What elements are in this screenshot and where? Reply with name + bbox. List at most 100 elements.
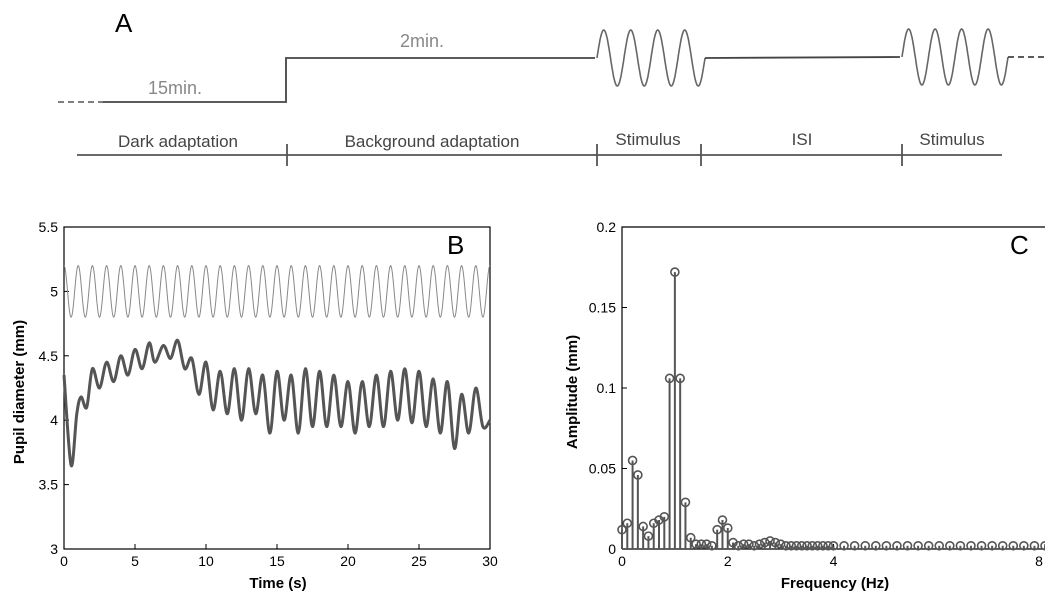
panel-c-stem-marker xyxy=(638,521,648,532)
panel-c-stem-marker xyxy=(701,539,712,549)
panel-c-stem-marker xyxy=(749,540,759,551)
panel-c-stem-marker xyxy=(823,540,834,551)
panel-c-stem-marker xyxy=(670,267,680,277)
panel-c-y-tick-label: 0.1 xyxy=(597,380,617,396)
panel-c-stem-marker xyxy=(945,540,955,551)
panel-c-stem-marker xyxy=(733,540,744,551)
panel-b-x-axis-title: Time (s) xyxy=(249,575,306,592)
panel-c-stem-marker xyxy=(881,540,892,551)
panel-a-letter: A xyxy=(115,8,133,38)
panel-c-stem-marker xyxy=(791,540,802,551)
panel-b-y-axis-title: Pupil diameter (mm) xyxy=(11,320,28,464)
panel-b-pupil-series xyxy=(62,338,492,468)
panel-c-stem-marker xyxy=(849,540,860,551)
panel-c-y-tick-label: 0.05 xyxy=(589,461,616,477)
segment-isi: ISI xyxy=(792,130,813,149)
panel-c-stem-marker xyxy=(828,540,839,551)
panel-b-x-tick-label: 20 xyxy=(340,553,356,569)
panel-c-stem-marker xyxy=(722,523,733,533)
panel-c-y-tick-label: 0 xyxy=(608,541,616,557)
panel-c-stem-marker xyxy=(1029,540,1040,551)
panel-c-stem-marker xyxy=(976,540,987,551)
segment-stimulus-2: Stimulus xyxy=(919,130,984,149)
panel-c-x-tick-label: 4 xyxy=(830,553,838,569)
panel-c-stem-marker xyxy=(770,537,781,548)
stimulus-sine xyxy=(596,29,706,87)
panel-c-stem-marker xyxy=(622,518,633,529)
panel-c-chart: C Frequency (Hz) Amplitude (mm) 0 2 4 8 0 0.0… xyxy=(564,219,1045,592)
segment-stimulus-1: Stimulus xyxy=(615,130,680,149)
panel-c-stem-marker xyxy=(1008,540,1019,551)
isi-line xyxy=(704,56,901,59)
luminance-step-line xyxy=(103,57,595,103)
panel-c-stem-marker xyxy=(913,540,923,551)
panel-c-stem-marker xyxy=(754,539,765,549)
panel-c-stem-marker xyxy=(1019,540,1029,551)
panel-b-frame xyxy=(63,226,491,550)
panel-c-stem-marker xyxy=(738,539,749,549)
segment-dark-adaptation: Dark adaptation xyxy=(118,132,238,151)
panel-b-y-tick-label: 3 xyxy=(50,541,58,557)
stimulus-wave-1 xyxy=(596,29,706,87)
panel-c-stem-marker xyxy=(680,497,691,508)
panel-c-stem-marker xyxy=(802,540,812,551)
panel-c-stem-marker xyxy=(691,539,701,549)
panel-c-frame xyxy=(621,226,1045,549)
panel-b-x-tick-label: 5 xyxy=(131,553,139,569)
panel-c-stem-marker xyxy=(675,373,685,384)
panel-c-stem-marker xyxy=(987,540,997,551)
panel-b-chart: B Time (s) Pupil diameter (mm) 0 5 10 15 20 2… xyxy=(11,219,498,592)
panel-c-stem-marker xyxy=(786,540,797,551)
panel-c-x-tick-label: 0 xyxy=(618,553,626,569)
bg-duration-label: 2min. xyxy=(400,31,444,51)
panel-a: A 15min. 2min. Dark adaptation Backgroun… xyxy=(58,8,1045,166)
panel-c-stem-marker xyxy=(707,540,717,551)
panel-c-x-tick-label: 8 xyxy=(1035,553,1043,569)
panel-c-stem-marker xyxy=(659,511,670,522)
panel-c-stem-marker xyxy=(934,540,945,551)
panel-c-stem-marker xyxy=(860,540,871,551)
panel-b-x-tick-label: 25 xyxy=(411,553,427,569)
panel-c-stem-marker xyxy=(744,539,754,549)
panel-c-stem-marker xyxy=(892,540,902,551)
panel-c-stem-marker xyxy=(643,531,654,541)
stimulus-sine xyxy=(901,28,1009,86)
panel-c-stem-marker xyxy=(717,515,728,525)
stimulus-wave-2 xyxy=(901,28,1009,86)
panel-b-x-tick-label: 0 xyxy=(60,553,68,569)
panel-c-stem-marker xyxy=(765,536,775,546)
panel-c-stem-marker xyxy=(664,373,675,384)
panel-b-stimulus-series xyxy=(63,265,491,318)
panel-c-stem-marker xyxy=(627,455,638,466)
panel-c-stem-marker xyxy=(807,540,818,551)
panel-c-x-tick-label: 2 xyxy=(724,553,732,569)
panel-c-stem-marker xyxy=(812,540,823,551)
panel-c-stem-marker xyxy=(870,540,881,551)
panel-c-stem-marker xyxy=(997,540,1008,551)
panel-b-letter: B xyxy=(447,230,464,260)
panel-c-y-tick-label: 0.2 xyxy=(597,219,617,235)
panel-c-stem-marker xyxy=(685,532,696,543)
segment-background-adaptation: Background adaptation xyxy=(345,132,520,151)
panel-c-stem-marker xyxy=(617,524,627,535)
panel-c-stem-marker xyxy=(775,539,786,549)
panel-b-x-tick-label: 30 xyxy=(482,553,498,569)
panel-c-stem-marker xyxy=(712,524,722,535)
panel-b-y-tick-label: 5 xyxy=(50,283,58,299)
panel-c-stem-marker xyxy=(966,540,976,551)
panel-c-stem-marker xyxy=(923,540,934,551)
panel-c-stem-marker xyxy=(633,470,643,480)
panel-c-stem-marker xyxy=(955,540,966,551)
panel-c-x-axis-title: Frequency (Hz) xyxy=(781,575,889,592)
panel-c-stem-marker xyxy=(796,540,807,551)
panel-b-y-tick-label: 3.5 xyxy=(39,477,59,493)
panel-b-y-tick-label: 5.5 xyxy=(39,219,59,235)
panel-c-stem-marker xyxy=(781,540,791,551)
panel-b-y-tick-label: 4 xyxy=(50,412,58,428)
panel-c-letter: C xyxy=(1010,230,1029,260)
panel-c-stem-marker xyxy=(902,540,913,551)
panel-b-x-tick-label: 10 xyxy=(198,553,214,569)
dark-duration-label: 15min. xyxy=(148,78,202,98)
panel-c-stem-marker xyxy=(759,537,770,548)
